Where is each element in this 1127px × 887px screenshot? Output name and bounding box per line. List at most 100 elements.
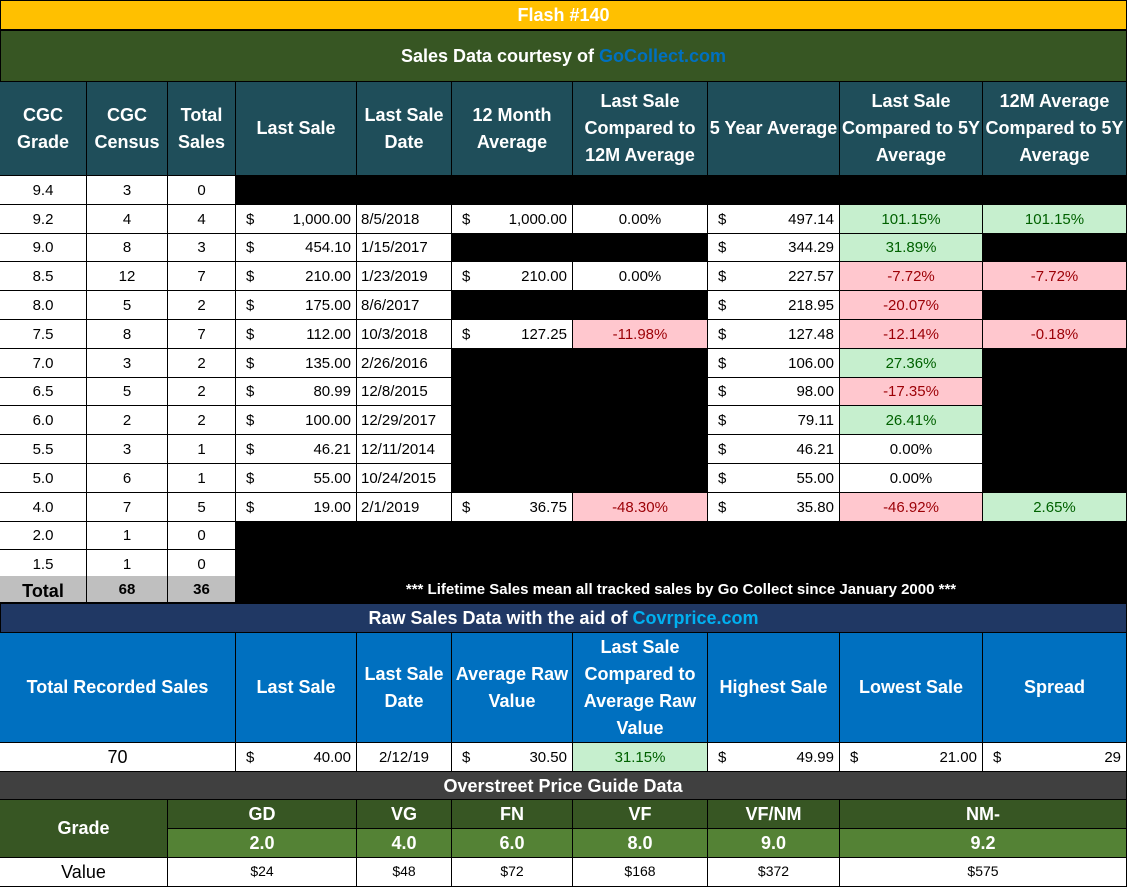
covrprice-link[interactable]: Covrprice.com <box>632 607 759 628</box>
header-last-sale: Last Sale <box>236 82 357 176</box>
compare-12m-cell: 0.00% <box>573 205 708 234</box>
last-sale-date-cell: 10/24/2015 <box>357 464 452 493</box>
currency-symbol: $ <box>246 441 255 458</box>
grade-cell: 5.0 <box>0 464 87 493</box>
currency-symbol: $ <box>462 326 471 343</box>
census-cell: 5 <box>87 378 168 406</box>
5y-average-cell: $46.21 <box>708 435 840 464</box>
total-sales-cell: 1 <box>168 464 236 493</box>
census-cell: 3 <box>87 435 168 464</box>
amount: 210.00 <box>521 268 567 285</box>
compare-5y-cell: 0.00% <box>840 464 983 493</box>
amount: 55.00 <box>313 470 351 487</box>
raw-compare-cell: 31.15% <box>573 743 708 772</box>
header-cgc-census: CGC Census <box>87 82 168 176</box>
header-12-month-average: 12 Month Average <box>452 82 573 176</box>
grade-cell: 9.2 <box>0 205 87 234</box>
total-sales-cell: 0 <box>168 522 236 550</box>
currency-symbol: $ <box>462 749 471 766</box>
last-sale-cell: $1,000.00 <box>236 205 357 234</box>
compare-5y-cell: -7.72% <box>840 262 983 291</box>
header-raw-last-sale: Last Sale <box>236 633 357 743</box>
currency-symbol: $ <box>718 268 727 285</box>
last-sale-date-cell: 12/29/2017 <box>357 406 452 435</box>
header-last-sale-vs-12m: Last Sale Compared to 12M Average <box>573 82 708 176</box>
5y-average-cell: $227.57 <box>708 262 840 291</box>
amount: 344.29 <box>788 239 834 256</box>
amount: 454.10 <box>305 239 351 256</box>
last-sale-cell: $112.00 <box>236 320 357 349</box>
amount: 218.95 <box>788 297 834 314</box>
raw-lowest-cell: $21.00 <box>840 743 983 772</box>
total-label: Total <box>0 576 87 603</box>
currency-symbol: $ <box>718 749 727 766</box>
amount: 55.00 <box>796 470 834 487</box>
currency-symbol: $ <box>718 470 727 487</box>
compare-5y-cell: 26.41% <box>840 406 983 435</box>
grade-cell: 9.4 <box>0 176 87 205</box>
last-sale-cell: $100.00 <box>236 406 357 435</box>
last-sale-cell: $19.00 <box>236 493 357 522</box>
last-sale-date-cell: 8/5/2018 <box>357 205 452 234</box>
currency-symbol: $ <box>462 268 471 285</box>
last-sale-date-cell: 8/6/2017 <box>357 291 452 320</box>
overstreet-col-grade: 9.0 <box>708 829 840 858</box>
lifetime-footnote: *** Lifetime Sales mean all tracked sale… <box>236 576 1127 603</box>
overstreet-col-grade: 8.0 <box>573 829 708 858</box>
gocollect-link[interactable]: GoCollect.com <box>599 45 727 66</box>
grade-cell: 6.0 <box>0 406 87 435</box>
header-5-year-average: 5 Year Average <box>708 82 840 176</box>
grade-cell: 9.0 <box>0 234 87 262</box>
total-sales-cell: 0 <box>168 550 236 579</box>
overstreet-col-name: VF <box>573 800 708 829</box>
raw-date-cell: 2/12/19 <box>357 743 452 772</box>
header-12m-vs-5y: 12M Average Compared to 5Y Average <box>983 82 1127 176</box>
census-cell: 4 <box>87 205 168 234</box>
last-sale-cell: $210.00 <box>236 262 357 291</box>
last-sale-cell: $135.00 <box>236 349 357 378</box>
header-last-sale-date: Last Sale Date <box>357 82 452 176</box>
overstreet-grade-label: Grade <box>0 800 168 858</box>
overstreet-value-cell: $168 <box>573 858 708 887</box>
grade-cell: 8.5 <box>0 262 87 291</box>
overstreet-col-name: FN <box>452 800 573 829</box>
grade-cell: 6.5 <box>0 378 87 406</box>
compare-12m-cell: 0.00% <box>573 262 708 291</box>
5y-average-cell: $127.48 <box>708 320 840 349</box>
amount: 19.00 <box>313 499 351 516</box>
title-bar: Flash #140 <box>0 0 1127 30</box>
amount: 1,000.00 <box>508 211 567 228</box>
compare-12m-5y-cell: 2.65% <box>983 493 1127 522</box>
total-sales-cell: 7 <box>168 320 236 349</box>
compare-5y-cell: -12.14% <box>840 320 983 349</box>
amount: 227.57 <box>788 268 834 285</box>
compare-5y-cell: -46.92% <box>840 493 983 522</box>
overstreet-banner: Overstreet Price Guide Data <box>0 772 1127 800</box>
census-cell: 1 <box>87 522 168 550</box>
compare-5y-cell: 31.89% <box>840 234 983 262</box>
grade-cell: 4.0 <box>0 493 87 522</box>
sales-banner: Sales Data courtesy of GoCollect.com <box>0 30 1127 82</box>
currency-symbol: $ <box>718 441 727 458</box>
total-sales-cell: 5 <box>168 493 236 522</box>
overstreet-value-label: Value <box>0 858 168 887</box>
5y-average-cell: $218.95 <box>708 291 840 320</box>
currency-symbol: $ <box>246 412 255 429</box>
grade-cell: 2.0 <box>0 522 87 550</box>
amount: 79.11 <box>797 412 834 429</box>
total-sales-cell: 0 <box>168 176 236 205</box>
amount: 106.00 <box>788 355 834 372</box>
census-cell: 7 <box>87 493 168 522</box>
currency-symbol: $ <box>246 268 255 285</box>
compare-5y-cell: -20.07% <box>840 291 983 320</box>
compare-5y-cell: 101.15% <box>840 205 983 234</box>
5y-average-cell: $79.11 <box>708 406 840 435</box>
amount: 35.80 <box>796 499 834 516</box>
currency-symbol: $ <box>246 239 255 256</box>
grade-cell: 1.5 <box>0 550 87 579</box>
grade-cell: 5.5 <box>0 435 87 464</box>
grade-cell: 8.0 <box>0 291 87 320</box>
compare-5y-cell: 27.36% <box>840 349 983 378</box>
amount: 100.00 <box>305 412 351 429</box>
last-sale-date-cell: 1/23/2019 <box>357 262 452 291</box>
